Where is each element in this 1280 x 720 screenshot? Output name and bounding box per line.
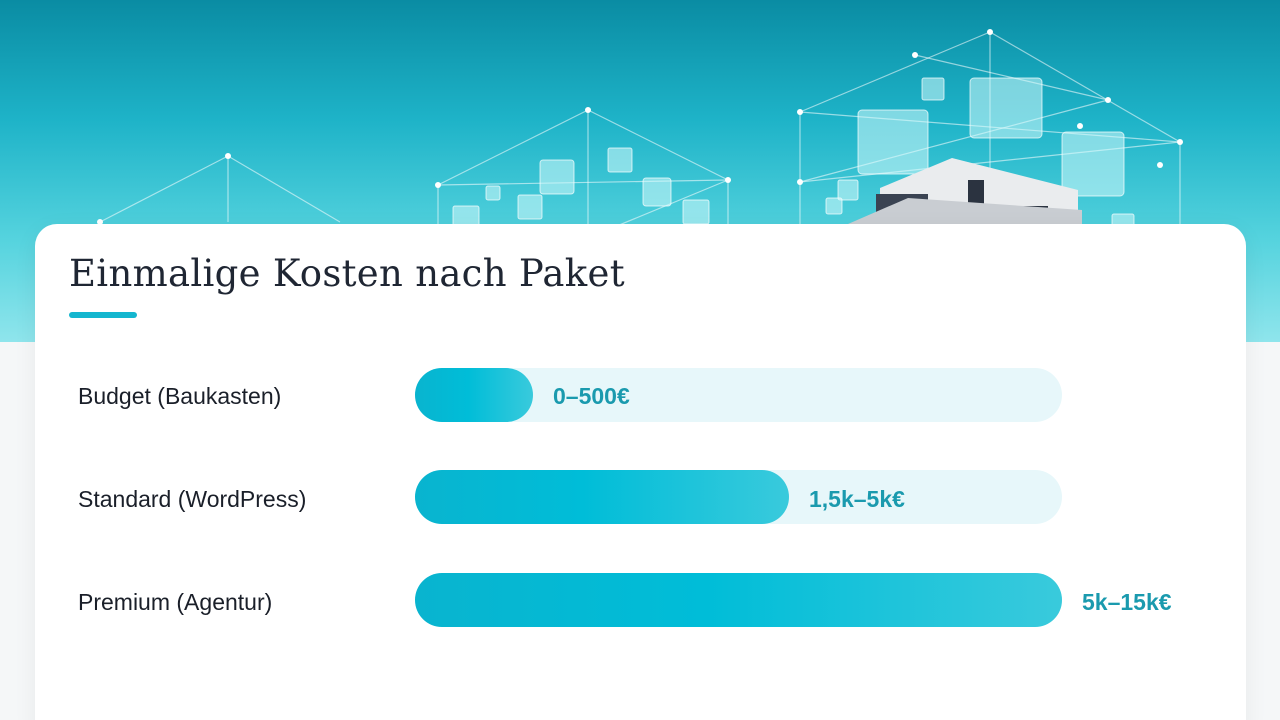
- bar-standard: [415, 470, 789, 524]
- bar-budget: [415, 368, 533, 422]
- title-underline-accent: [69, 312, 137, 318]
- bar-premium: [415, 573, 1062, 627]
- network-cubes-illustration: [97, 29, 1183, 331]
- category-label-standard: Standard (WordPress): [78, 486, 307, 512]
- category-label-budget: Budget (Baukasten): [78, 383, 282, 409]
- bar-track-premium: [415, 573, 1062, 627]
- bar-track-standard: [415, 470, 1062, 524]
- chart-card: Einmalige Kosten nach Paket Budget (Bauk…: [35, 224, 1246, 720]
- bar-track-budget: [415, 368, 1062, 422]
- chart-title: Einmalige Kosten nach Paket: [69, 252, 625, 295]
- category-label-premium: Premium (Agentur): [78, 589, 273, 615]
- value-label-budget: 0–500€: [553, 383, 630, 409]
- building-graphic: [848, 158, 1082, 224]
- value-label-standard: 1,5k–5k€: [809, 486, 905, 512]
- value-label-premium: 5k–15k€: [1082, 589, 1172, 615]
